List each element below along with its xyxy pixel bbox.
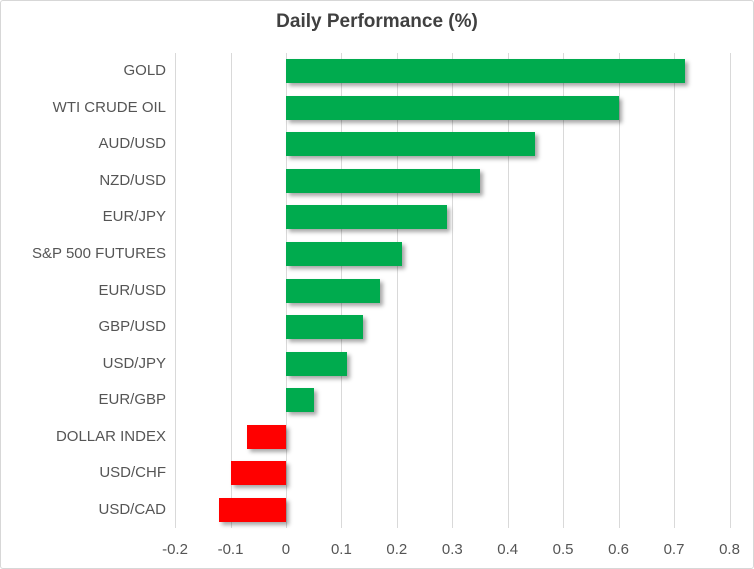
category-label: AUD/USD — [98, 135, 166, 153]
category-label: EUR/GBP — [98, 391, 166, 409]
x-tick-label: 0.6 — [608, 541, 630, 558]
category-label: GOLD — [123, 62, 166, 80]
bar-usd-cad — [219, 497, 286, 522]
gridline — [175, 53, 176, 528]
bar-dollar-index — [247, 424, 286, 449]
gridline — [618, 53, 620, 528]
category-label: EUR/USD — [98, 281, 166, 299]
category-label: GBP/USD — [98, 318, 166, 335]
bar-eur-usd — [285, 278, 381, 303]
bar-eur-jpy — [285, 205, 447, 230]
bar-s-p-500-futures — [285, 242, 403, 266]
category-label: NZD/USD — [99, 171, 166, 189]
x-tick-label: -0.2 — [162, 541, 188, 558]
gridline — [563, 53, 565, 528]
value-axis: -0.2 -0.1 0 0.1 0.2 0.3 0.4 0.5 0.6 0.7 0.8 — [162, 541, 741, 561]
category-axis: GOLD WTI CRUDE OIL AUD/USD NZD/USD EUR/JPY S&… — [1, 53, 166, 528]
x-tick-label: 0.4 — [497, 541, 519, 558]
x-tick-label: 0.3 — [441, 541, 463, 558]
category-label: S&P 500 FUTURES — [32, 245, 166, 262]
category-label: USD/CAD — [98, 500, 166, 518]
category-label: USD/JPY — [102, 354, 166, 372]
x-tick-label: 0 — [281, 541, 291, 558]
x-tick-label: 0.5 — [552, 541, 574, 558]
gridline — [396, 53, 398, 528]
category-label: WTI CRUDE OIL — [52, 98, 166, 116]
x-tick-label: 0.7 — [663, 541, 685, 558]
bar-aud-usd — [285, 132, 536, 157]
x-tick-label: -0.1 — [217, 541, 244, 558]
bar-usd-jpy — [285, 351, 347, 376]
chart-title: Daily Performance (%) — [276, 11, 478, 32]
gridline — [452, 53, 454, 528]
bar-wti-crude-oil — [285, 95, 619, 120]
gridline — [507, 53, 509, 528]
bar-gold — [285, 59, 686, 84]
category-label: DOLLAR INDEX — [55, 427, 166, 445]
x-tick-label: 0.1 — [330, 541, 352, 558]
x-tick-label: 0.2 — [386, 541, 408, 558]
bar-usd-chf — [230, 461, 286, 486]
category-label: EUR/JPY — [102, 208, 166, 226]
category-label: USD/CHF — [99, 464, 166, 482]
bar-nzd-usd — [285, 168, 480, 193]
gridline — [230, 53, 232, 528]
gridline — [729, 53, 731, 528]
bar-eur-gbp — [285, 388, 314, 413]
gridline — [674, 53, 675, 528]
x-tick-label: 0.8 — [719, 541, 740, 558]
plot-area — [175, 53, 741, 528]
bar-gbp-usd — [285, 315, 364, 339]
